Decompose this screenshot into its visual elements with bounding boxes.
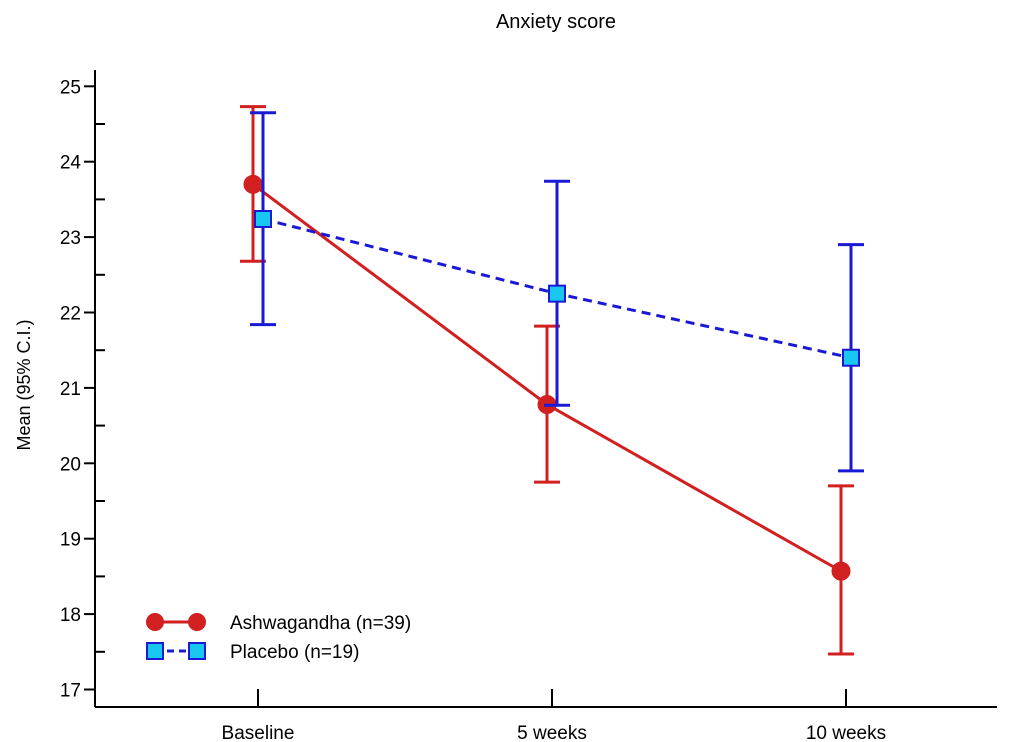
y-tick-label: 18 <box>60 605 81 626</box>
legend-label: Placebo (n=19) <box>230 642 359 663</box>
data-point <box>548 284 566 303</box>
y-axis-label: Mean (95% C.I.) <box>14 319 34 450</box>
y-tick-label: 23 <box>60 228 81 249</box>
y-tick-label: 17 <box>60 681 81 702</box>
data-point <box>842 348 860 367</box>
legend-marker <box>146 642 164 660</box>
y-tick-label: 21 <box>60 379 81 400</box>
y-tick-label: 20 <box>60 454 81 475</box>
legend: Ashwagandha (n=39) Placebo (n=19) <box>146 613 411 663</box>
x-tick-label: 10 weeks <box>806 723 886 742</box>
y-tick-label: 24 <box>60 153 82 174</box>
legend-item-placebo: Placebo (n=19) <box>146 642 359 663</box>
y-tick-label: 19 <box>60 530 81 551</box>
x-tick-label: 5 weeks <box>517 723 587 742</box>
chart-title: Anxiety score <box>496 11 616 33</box>
legend-label: Ashwagandha (n=39) <box>230 613 411 634</box>
series-placebo <box>250 111 864 473</box>
axes: 17 18 19 20 21 22 23 24 25 Baseline 5 weeks 10 week… <box>60 70 997 742</box>
legend-marker <box>188 642 206 660</box>
series-ashwagandha <box>240 105 854 656</box>
data-point <box>254 210 272 229</box>
legend-marker <box>188 613 206 631</box>
data-point <box>243 174 263 194</box>
data-point <box>831 561 851 581</box>
x-tick-label: Baseline <box>222 723 295 742</box>
y-tick-label: 25 <box>60 77 81 98</box>
legend-marker <box>146 613 164 631</box>
plot-area <box>240 105 864 656</box>
legend-item-ashwagandha: Ashwagandha (n=39) <box>146 613 411 634</box>
y-tick-label: 22 <box>60 304 81 325</box>
